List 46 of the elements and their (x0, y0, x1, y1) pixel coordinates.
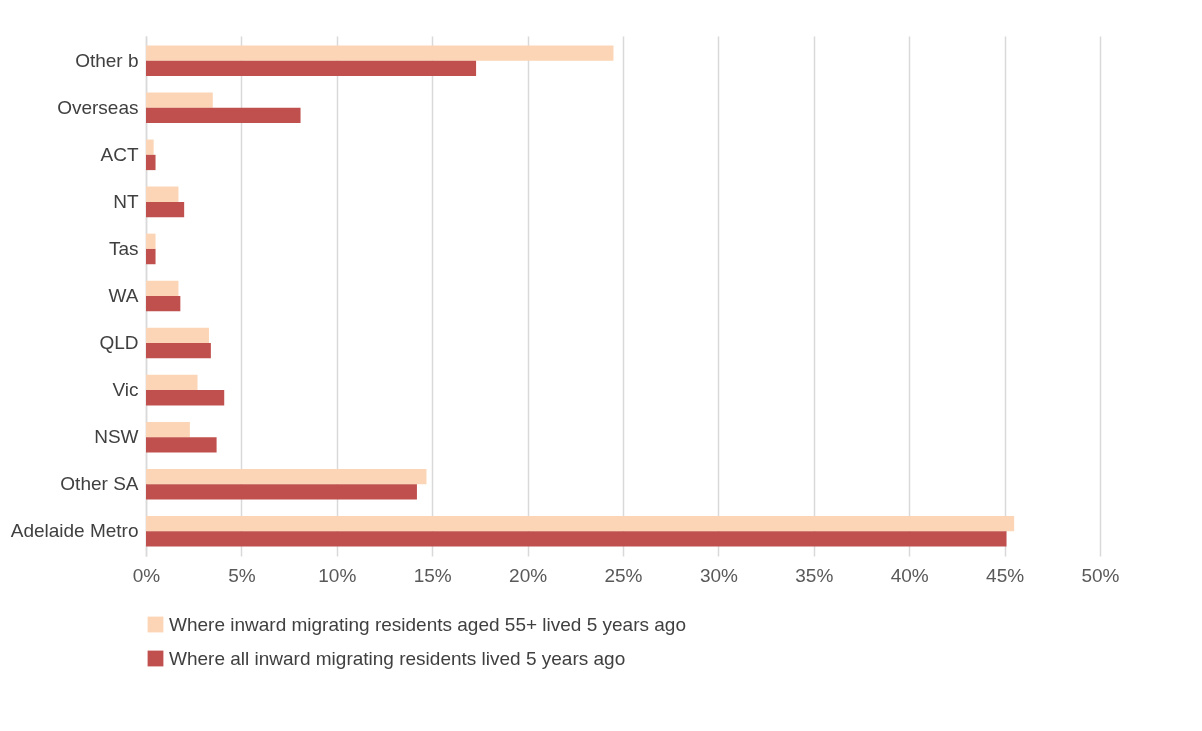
y-tick-label: Other SA (60, 473, 139, 495)
x-tick-label: 35% (795, 564, 834, 586)
bar (146, 233, 156, 249)
y-tick-label: Tas (108, 237, 139, 259)
x-tick-label: 40% (890, 564, 929, 586)
y-tick-label: NSW (94, 426, 139, 448)
bar (146, 516, 1015, 532)
bar (146, 390, 225, 406)
bar (146, 248, 156, 265)
bar (146, 60, 477, 76)
bar (146, 437, 217, 453)
legend-label: Where all inward migrating residents lived 5 years ago (169, 647, 626, 669)
y-tick-label: ACT (100, 143, 139, 165)
y-tick-label: QLD (99, 332, 139, 354)
legend-label: Where inward migrating residents aged 55+ lived 5 years ago (169, 613, 686, 635)
x-tick-label: 45% (986, 564, 1025, 586)
bar (146, 468, 427, 485)
x-tick-label: 50% (1081, 564, 1120, 586)
y-tick-label: Vic (112, 379, 139, 401)
bar (146, 92, 213, 108)
bar (146, 280, 179, 296)
bar (146, 186, 179, 202)
x-tick-label: 25% (604, 564, 643, 586)
bar (146, 343, 211, 359)
y-tick-label: Other b (75, 49, 139, 71)
bar (146, 421, 190, 438)
x-tick-label: 10% (318, 564, 357, 586)
bar (146, 484, 417, 500)
bar (146, 201, 185, 218)
x-tick-label: 5% (228, 564, 256, 586)
bar (146, 531, 1007, 547)
x-tick-label: 20% (509, 564, 548, 586)
bar (146, 296, 181, 312)
y-tick-label: Overseas (57, 96, 139, 118)
y-tick-label: WA (108, 285, 139, 306)
y-tick-label: Adelaide Metro (10, 520, 139, 542)
bar (146, 107, 301, 124)
x-tick-label: 30% (699, 564, 739, 586)
bar (146, 154, 156, 171)
bar (146, 374, 198, 391)
bar (146, 327, 209, 344)
bar (146, 45, 614, 61)
x-tick-label: 0% (132, 564, 161, 586)
x-tick-label: 15% (413, 564, 452, 586)
y-tick-label: NT (113, 190, 139, 212)
bar (146, 139, 154, 155)
